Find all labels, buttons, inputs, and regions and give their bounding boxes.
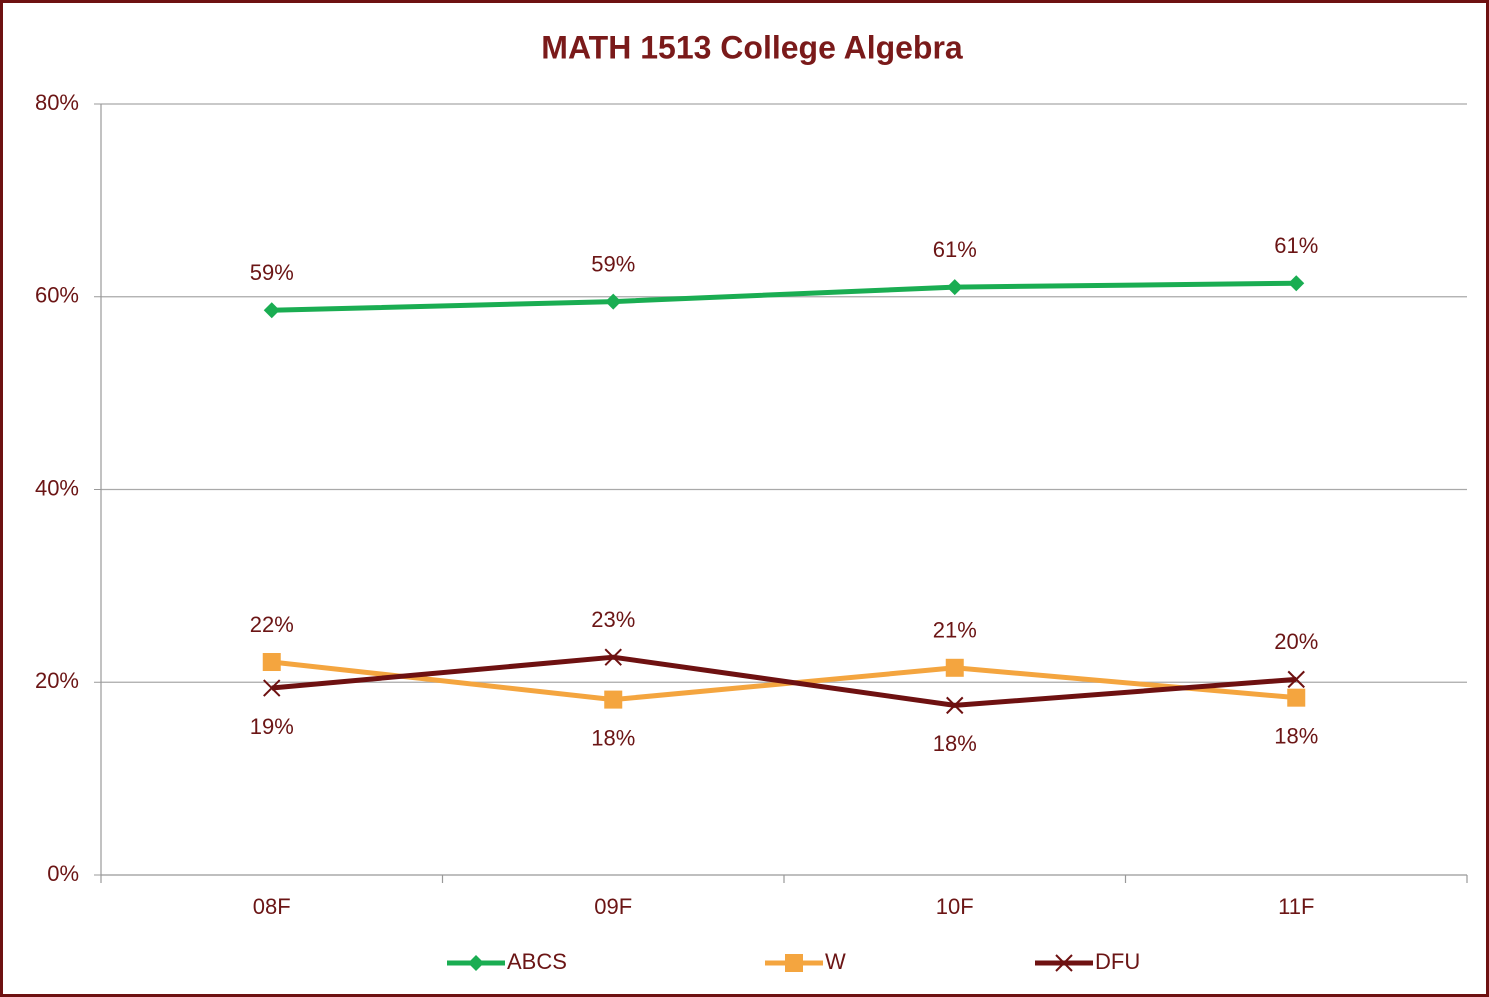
data-label: 23% — [591, 607, 635, 632]
data-label: 59% — [250, 260, 294, 285]
legend-item: DFU — [1035, 949, 1140, 974]
x-tick-label: 11F — [1278, 894, 1314, 919]
y-tick-label: 40% — [35, 475, 79, 500]
data-label: 18% — [1274, 723, 1318, 748]
marker — [785, 954, 803, 972]
marker — [604, 648, 622, 666]
chart-title: MATH 1513 College Algebra — [541, 29, 963, 65]
data-label: 21% — [933, 618, 977, 643]
data-label: 18% — [933, 731, 977, 756]
x-tick-label: 08F — [253, 894, 291, 919]
marker — [262, 653, 281, 672]
marker — [468, 955, 484, 971]
data-label: 59% — [591, 251, 635, 276]
marker — [1287, 688, 1306, 707]
marker — [946, 696, 964, 715]
marker — [1287, 670, 1305, 689]
marker — [605, 293, 622, 310]
data-label: 20% — [1274, 629, 1318, 654]
series — [263, 648, 1305, 715]
marker — [604, 690, 623, 709]
data-label: 22% — [250, 612, 294, 637]
data-label: 18% — [591, 725, 635, 750]
marker — [1288, 275, 1305, 292]
y-tick-label: 20% — [35, 668, 79, 693]
x-tick-label: 10F — [936, 894, 974, 919]
marker — [946, 279, 963, 296]
legend-item: ABCS — [447, 949, 567, 974]
y-tick-label: 80% — [35, 90, 79, 115]
legend-item: W — [765, 949, 846, 974]
data-label: 19% — [250, 714, 294, 739]
x-tick-label: 09F — [594, 894, 632, 919]
legend-label: W — [825, 949, 846, 974]
y-tick-label: 0% — [47, 861, 79, 886]
legend-label: ABCS — [507, 949, 567, 974]
series-line — [271, 654, 1297, 708]
series-line — [271, 280, 1297, 313]
legend-label: DFU — [1095, 949, 1140, 974]
series — [263, 275, 1305, 319]
data-label: 61% — [933, 237, 977, 262]
marker — [263, 679, 281, 697]
y-tick-label: 60% — [35, 283, 79, 308]
data-label: 61% — [1274, 233, 1318, 258]
marker — [263, 302, 280, 319]
marker — [1055, 954, 1073, 972]
marker — [945, 658, 964, 677]
